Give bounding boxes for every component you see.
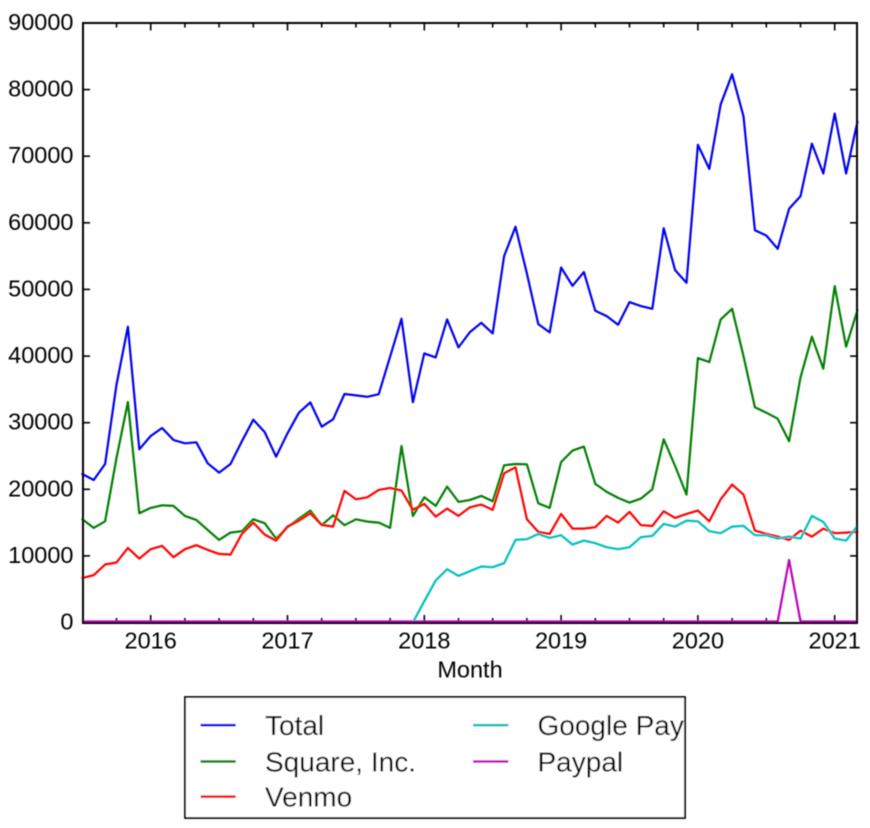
svg-text:60000: 60000 (8, 209, 73, 235)
svg-text:2019: 2019 (535, 628, 587, 654)
svg-text:Total: Total (265, 710, 324, 741)
svg-text:2021: 2021 (809, 628, 861, 654)
svg-text:10000: 10000 (8, 542, 73, 568)
svg-text:Venmo: Venmo (265, 782, 352, 813)
svg-text:90000: 90000 (8, 9, 73, 35)
svg-text:20000: 20000 (8, 475, 73, 501)
svg-text:80000: 80000 (8, 76, 73, 102)
svg-text:2016: 2016 (125, 628, 177, 654)
svg-text:70000: 70000 (8, 142, 73, 168)
svg-text:50000: 50000 (8, 275, 73, 301)
svg-text:0: 0 (60, 609, 73, 635)
svg-text:2020: 2020 (672, 628, 724, 654)
svg-text:40000: 40000 (8, 342, 73, 368)
svg-text:2017: 2017 (261, 628, 313, 654)
svg-text:30000: 30000 (8, 409, 73, 435)
svg-text:Month: Month (437, 657, 502, 683)
svg-text:Square, Inc.: Square, Inc. (265, 747, 416, 778)
svg-text:2018: 2018 (398, 628, 450, 654)
svg-text:Paypal: Paypal (538, 747, 624, 778)
svg-text:Google Pay: Google Pay (538, 710, 684, 741)
